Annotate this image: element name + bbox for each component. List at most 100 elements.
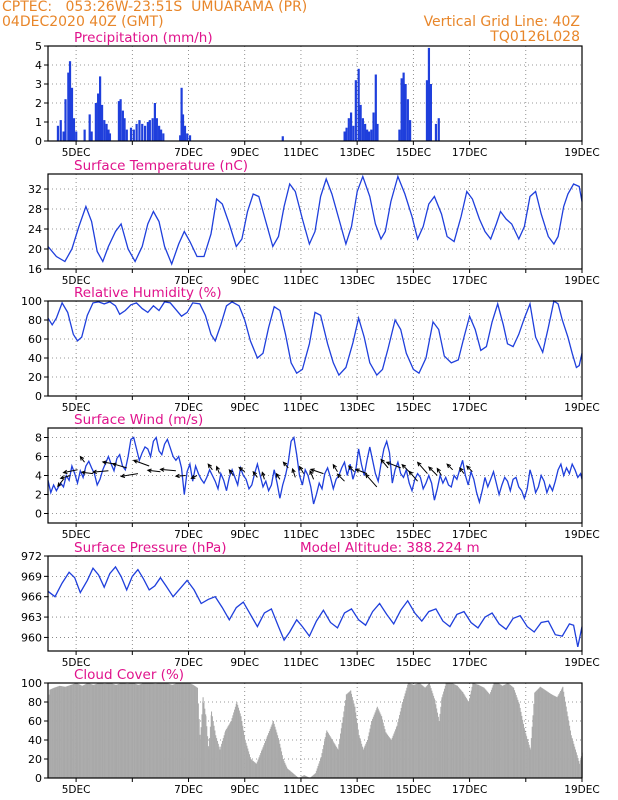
cloud-cover-bar [476,684,478,778]
cloud-cover-bar [117,684,120,778]
cloud-cover-bar [158,683,160,778]
rh-ytick-label: 60 [28,333,42,346]
rh-ytick-label: 40 [28,352,42,365]
cloud-cover-bar [448,683,450,778]
cloud-cover-bar [155,683,157,778]
cloud-cover-bar [504,684,506,778]
cloud-cover-bar [579,763,581,778]
cloud-cover-bar [249,757,251,778]
cloud-cover-bar [229,723,231,778]
cloud-cover-bar [526,739,528,778]
cloud-cover-bar [539,686,541,778]
cloud-cover-bar [410,683,412,778]
cloud-cover-bar [72,684,74,778]
cloud-cover-bar [230,721,232,778]
cloud-cover-bar [475,684,477,778]
cloud-cover-bar [360,740,362,778]
wind-arrow [174,473,186,479]
cloud-cover-bar [528,744,530,778]
cloud-cover-bar [204,708,206,778]
temp-title: Surface Temperature (nC) [74,158,248,174]
precip-bar [123,118,126,141]
precip-bar [179,135,182,141]
cloud-cover-bar [323,741,326,778]
cloud-cover-bar [199,740,201,778]
cloud-cover-bar [213,725,215,778]
cloud-cover-bar [58,686,60,778]
cloud-cover-bar [180,683,182,778]
cloud-cover-bar [399,711,401,778]
cloud-cover-bar [358,735,360,778]
cloud-cover-bar [117,684,119,778]
cloud-cover-bar [544,690,546,778]
cloud-cover-bar [543,689,545,778]
cloud-cover-bar [454,684,456,778]
cloud-cover-bar [265,738,267,778]
cloud-cover-bar [367,736,369,778]
cloud-cover-bar [457,686,459,778]
cloud-cover-bar [247,748,249,778]
wind-arrow [159,467,176,472]
cloud-cover-bar [65,686,67,778]
cloud-cover-bar [437,716,439,778]
cloud-cover-bar [255,763,257,778]
cloud-cover-bar [52,688,54,778]
cloud-cover-bar [388,736,390,778]
cloud-cover-bar [349,691,351,778]
cloud-cover-bar [549,693,551,778]
cloud-cover-bar [540,687,542,778]
cloud-cover-bar [577,758,579,778]
pressure-xtick-label: 15DEC [396,657,431,669]
cloud-frame [47,682,583,779]
cloud-xtick-label: 17DEC [452,784,487,796]
cloud-cover-bar [451,683,453,778]
cloud-cover-bar [78,684,80,778]
precip-xtick-label: 17DEC [452,147,487,159]
cloud-cover-bar [313,774,315,778]
cloud-cover-bar [436,708,438,778]
wind-arrow [146,468,161,473]
pressure-ytick-label: 972 [21,550,42,563]
pressure-xtick-label: 7DEC [174,657,203,669]
cloud-cover-bar [262,747,264,778]
cloud-cover-bar [552,695,554,778]
cloud-cover-bar [77,683,79,778]
cloud-cover-bar [89,683,91,778]
cloud-cover-bar [547,691,549,778]
wind-xtick-label: 13DEC [339,529,374,541]
cloud-cover-bar [64,686,66,778]
cloud-cover-bar [378,710,380,778]
cloud-cover-bar [271,724,273,778]
cloud-cover-bar [491,687,493,778]
precip-bar [141,123,144,141]
cloud-cover-bar [446,683,448,778]
cloud-cover-bar [541,687,543,778]
precip-bar [105,123,108,141]
cloud-cover-bar [464,695,466,778]
cloud-cover-bar [230,721,232,778]
cloud-cover-bar [105,683,107,778]
cloud-cover-bar [334,744,336,778]
cloud-cover-bar [560,689,562,778]
cloud-cover-bar [98,683,100,778]
cloud-cover-bar [181,683,183,778]
rh-ytick-label: 20 [28,371,42,384]
cloud-cover-bar [49,689,51,778]
cloud-cover-bar [131,683,133,778]
wind-arrow [91,469,109,475]
precip-bar [408,120,412,141]
header-grid-note: Vertical Grid Line: 40Z [423,14,580,30]
rh-series-line [47,299,583,377]
cloud-ytick-label: 60 [28,715,42,728]
cloud-cover-bar [73,683,75,778]
cloud-cover-bar [294,774,296,778]
cloud-cover-bar [456,685,458,778]
cloud-cover-bar [124,683,126,778]
cloud-cover-bar [290,771,292,778]
cloud-cover-bar [545,690,547,778]
cloud-cover-bar [324,737,326,778]
precip-bar [155,118,158,141]
cloud-cover-bar [275,729,277,778]
cloud-cover-bar [418,683,421,778]
precip-xtick-label: 13DEC [339,147,374,159]
